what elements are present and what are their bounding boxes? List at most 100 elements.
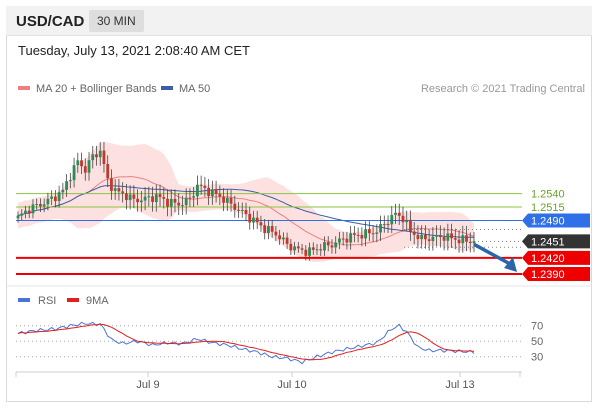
- candle: [364, 229, 368, 239]
- candle: [110, 178, 113, 191]
- candle: [472, 241, 476, 244]
- x-axis-labels: Jul 9 Jul 10 Jul 13: [15, 372, 521, 391]
- candle: [367, 229, 371, 234]
- support-label: 1.2420: [531, 253, 565, 265]
- candle: [390, 214, 394, 225]
- candle: [397, 212, 401, 216]
- candle: [435, 234, 439, 237]
- candle: [196, 184, 199, 197]
- candle: [311, 247, 315, 250]
- candle: [27, 210, 31, 214]
- rsi-ma-line: [17, 323, 475, 361]
- candle: [106, 164, 110, 179]
- candle: [39, 204, 42, 207]
- bollinger-bands: [18, 142, 474, 262]
- candle: [210, 189, 214, 197]
- candle: [255, 217, 259, 223]
- ma20-line: [17, 175, 475, 246]
- candle: [427, 239, 431, 242]
- support-label: 1.2390: [531, 269, 565, 281]
- candle: [136, 198, 140, 203]
- candle: [281, 237, 285, 240]
- candle: [379, 224, 382, 233]
- candle: [50, 196, 54, 199]
- candle: [199, 184, 203, 186]
- candle: [76, 160, 80, 166]
- legend-ma50-label: MA 50: [179, 83, 210, 95]
- candle: [214, 189, 218, 194]
- x-tick-label: Jul 9: [136, 379, 159, 391]
- candle: [72, 165, 76, 181]
- candle: [338, 238, 341, 243]
- candle: [57, 192, 61, 202]
- candle: [345, 238, 349, 243]
- candle: [468, 241, 472, 244]
- rsi-level-label: 50: [531, 336, 543, 348]
- candle: [405, 219, 409, 223]
- candle: [240, 209, 244, 211]
- candle: [65, 181, 68, 190]
- candle: [401, 215, 405, 223]
- candle: [237, 209, 240, 211]
- support-badge: [522, 266, 590, 281]
- candle: [259, 222, 263, 226]
- bollinger-band-area: [18, 142, 474, 262]
- candle: [263, 225, 267, 234]
- candle: [375, 232, 379, 234]
- candle: [113, 188, 117, 191]
- ma50-line: [17, 185, 474, 238]
- candle: [442, 237, 446, 241]
- candle: [132, 194, 136, 199]
- candle: [87, 160, 91, 173]
- candles: [16, 141, 476, 261]
- rsi-level-label: 30: [531, 352, 543, 364]
- candle: [147, 196, 151, 198]
- legend-ma20-label: MA 20 + Bollinger Bands: [36, 83, 157, 95]
- candle: [416, 234, 420, 240]
- candle: [184, 197, 188, 206]
- pivot-badge: [522, 213, 590, 228]
- candle: [31, 204, 35, 214]
- candle: [143, 196, 147, 201]
- candle: [91, 154, 95, 161]
- candle: [248, 213, 252, 223]
- candle: [68, 180, 72, 182]
- moving-averages: [17, 175, 475, 246]
- candle: [319, 249, 323, 251]
- candle: [80, 160, 83, 167]
- forecast-arrow: [473, 242, 517, 272]
- candle: [151, 196, 154, 203]
- legend-rsi-ma-swatch: [67, 298, 79, 302]
- candle: [244, 209, 248, 214]
- timeframe-badge[interactable]: 30 MIN: [89, 10, 144, 32]
- candle: [61, 189, 65, 193]
- current-price-label: 1.2451: [531, 236, 565, 248]
- candle: [207, 187, 211, 197]
- candle: [218, 193, 222, 197]
- credit-label: Research © 2021 Trading Central: [421, 83, 585, 95]
- support-badge: [522, 250, 590, 265]
- candle: [300, 248, 304, 250]
- candle: [453, 238, 457, 240]
- legend-rsi-ma-label: 9MA: [86, 295, 109, 307]
- candle: [158, 194, 162, 198]
- candle: [289, 243, 293, 251]
- candle: [360, 234, 364, 239]
- candle: [304, 249, 308, 256]
- candle: [229, 197, 233, 204]
- candle: [166, 198, 169, 207]
- candle: [270, 226, 274, 232]
- candle: [16, 215, 20, 219]
- rsi-legend: RSI 9MA: [18, 295, 109, 307]
- candle: [46, 198, 50, 205]
- candle: [438, 234, 442, 238]
- candle: [53, 196, 57, 202]
- candle: [446, 233, 450, 241]
- candle: [42, 204, 46, 207]
- legend: MA 20 + Bollinger Bands MA 50 Research ©…: [18, 83, 585, 95]
- candle: [420, 234, 424, 240]
- candle: [128, 194, 132, 201]
- candle: [278, 235, 282, 240]
